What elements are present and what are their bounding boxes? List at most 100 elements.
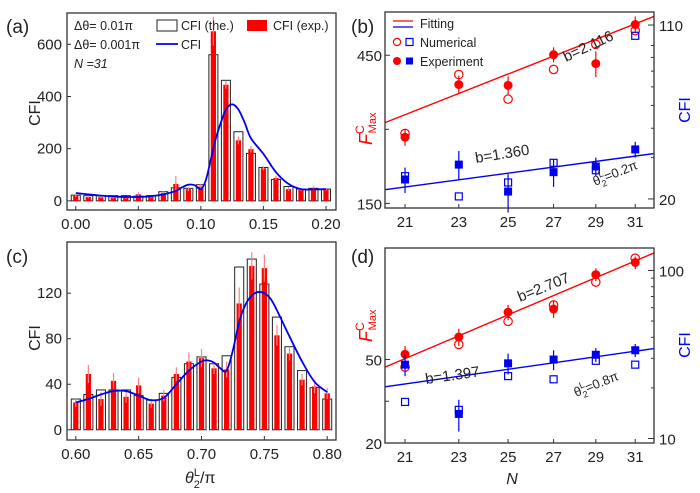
experiment-point: [504, 187, 513, 196]
x-label-c-sup: L: [194, 467, 200, 479]
y-right-tick-label: 110: [659, 18, 683, 35]
experiment-point: [591, 162, 600, 171]
y-tick-label: 40: [45, 376, 62, 393]
x-tick-label: 0.10: [186, 216, 215, 233]
slope-annotation-red-b: b=2.116: [561, 28, 617, 66]
experiment-bar: [236, 303, 242, 430]
x-tick-label: 0.00: [61, 216, 90, 233]
y-axis-label-c: CFI: [27, 325, 44, 351]
x-tick-label: 29: [587, 214, 604, 231]
blue-fit-line: [384, 152, 655, 191]
theta-d-sub: 2: [581, 389, 589, 400]
x-tick-label: 31: [627, 449, 644, 466]
experiment-bar: [173, 183, 179, 201]
experiment-bar: [85, 196, 91, 201]
red-fit-line: [384, 252, 655, 368]
experiment-bar: [299, 379, 305, 430]
legend-a-exp: CFI (exp.): [273, 19, 329, 33]
x-label-c-sub: 2: [194, 479, 200, 491]
numerical-point: [400, 397, 410, 407]
experiment-point: [503, 307, 513, 317]
experiment-bar: [110, 380, 117, 430]
x-axis-label-c: θ2L/π: [185, 467, 215, 491]
experiment-bar: [73, 195, 79, 201]
x-label-c-rest: /π: [200, 470, 215, 487]
theta-annotation-b: θ2L=0.2π: [590, 155, 641, 191]
experiment-bar: [323, 189, 329, 201]
experiment-bar: [274, 335, 280, 430]
experiment-point: [503, 80, 513, 90]
legend-a-dtheta1: Δθ= 0.01π: [74, 19, 133, 33]
cfi-curve-c: [75, 291, 328, 404]
x-tick-label: 25: [500, 449, 517, 466]
theta-annotation-d: θ2L=0.8π: [571, 366, 622, 402]
experiment-bar: [73, 402, 79, 430]
y-axis-label-left-b: FCMax: [353, 112, 379, 145]
theta-b-rest: =0.2π: [602, 157, 640, 184]
x-tick-label: 29: [587, 449, 604, 466]
experiment-bar: [160, 193, 166, 201]
experiment-bar: [235, 140, 242, 201]
experiment-bar: [210, 31, 217, 201]
experiment-point: [454, 80, 464, 90]
experiment-bar: [173, 374, 179, 430]
ylabel-d-sub: Max: [367, 309, 379, 330]
experiment-point: [400, 132, 410, 142]
y-axis-label-right-b: CFI: [677, 97, 694, 123]
experiment-bar: [223, 84, 229, 201]
slope-annotation-blue-d: b=1.397: [424, 364, 480, 388]
experiment-bar: [286, 353, 293, 430]
experiment-point: [454, 160, 463, 169]
blue-fit-line: [384, 347, 655, 388]
y-right-tick-label: 10: [659, 431, 676, 448]
experiment-point: [549, 50, 559, 60]
legend-filled-square-icon: [406, 57, 413, 65]
panel-label-c: (c): [6, 247, 28, 268]
experiment-bar: [260, 168, 267, 201]
cfi-curve-a: [75, 103, 327, 198]
plot-frame-c: [66, 241, 337, 441]
x-tick-label: 0.75: [250, 446, 279, 463]
experiment-bar: [98, 399, 104, 430]
legend-b-fitting: Fitting: [420, 17, 454, 31]
experiment-point: [549, 304, 559, 314]
plot-frame-b: [384, 11, 655, 209]
experiment-point: [631, 145, 640, 154]
experiment-bar: [148, 196, 154, 201]
legend-a-n: N =31: [74, 57, 108, 71]
plot-frame-d: [384, 247, 655, 444]
experiment-point: [401, 175, 410, 184]
x-tick-label: 25: [500, 214, 517, 231]
experiment-point: [454, 409, 463, 418]
experiment-point: [549, 355, 558, 364]
experiment-bar: [261, 268, 267, 430]
experiment-point: [631, 346, 640, 355]
y-tick-label: 200: [37, 141, 62, 158]
legend-a-cfi: CFI: [181, 38, 201, 52]
experiment-bar: [185, 189, 191, 201]
y-right-tick-label: 100: [659, 263, 684, 280]
panel-label-d: (d): [351, 247, 374, 268]
theta-b-sup: L: [596, 168, 604, 179]
theta-d-rest: =0.8π: [583, 368, 621, 395]
legend-a: Δθ= 0.01π CFI (the.) CFI (exp.) Δθ= 0.00…: [74, 19, 329, 71]
experiment-bar: [248, 149, 254, 201]
experiment-point: [591, 59, 601, 69]
experiment-bar: [249, 265, 255, 430]
experiment-bar: [136, 385, 142, 430]
experiment-bar: [311, 386, 318, 430]
experiment-point: [400, 349, 410, 359]
numerical-point: [591, 39, 601, 50]
experiment-point: [591, 270, 601, 280]
slope-annotation-blue-b: b=1.360: [474, 142, 531, 167]
experiment-point: [504, 359, 513, 368]
ylabel-b-sub: Max: [367, 112, 379, 133]
legend-open-bar-icon: [156, 19, 178, 32]
numerical-point: [548, 64, 559, 75]
experiment-bar: [285, 189, 292, 201]
experiment-bar: [123, 396, 129, 430]
x-tick-label: 0.60: [61, 446, 90, 463]
ylabel-d-main: F: [356, 330, 376, 342]
y-tick-label: 0: [54, 422, 62, 439]
panel-a: (a) CFI 0.00 0.05 0.10 0.15 0.20 0 200 400 600 Δ…: [6, 12, 341, 233]
